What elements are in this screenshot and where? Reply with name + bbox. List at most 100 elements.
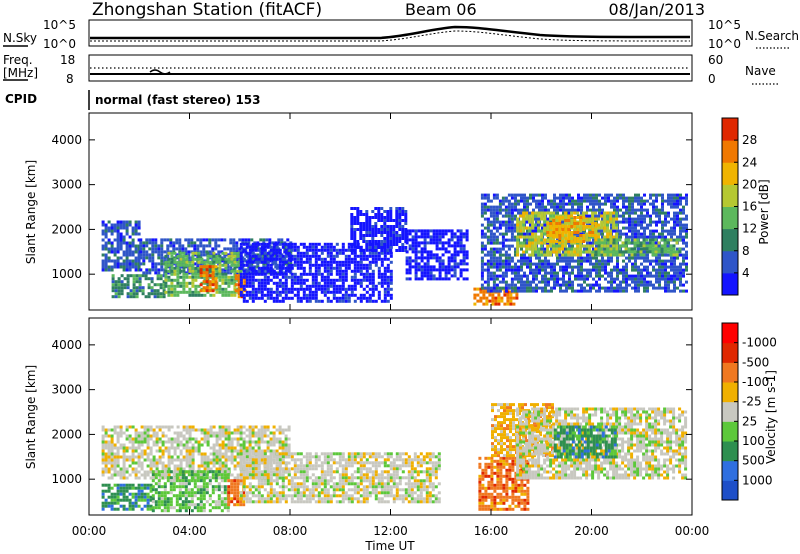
data-cell-0-10 — [489, 199, 493, 203]
data-cell-0-10 — [553, 202, 556, 206]
data-cell-0-10 — [655, 262, 658, 266]
data-cell-0-6 — [251, 293, 255, 297]
data-cell-1-0 — [149, 437, 153, 441]
data-cell-0-11 — [519, 214, 523, 218]
data-cell-0-1 — [162, 286, 166, 290]
data-cell-0-11 — [555, 247, 559, 251]
data-cell-0-10 — [598, 262, 601, 266]
data-cell-1-0 — [173, 458, 177, 462]
data-cell-0-10 — [495, 250, 499, 254]
data-cell-1-0 — [131, 452, 135, 456]
data-cell-0-10 — [628, 229, 631, 233]
data-cell-0-0 — [137, 259, 141, 263]
data-cell-0-10 — [568, 256, 571, 260]
data-cell-0-11 — [552, 214, 556, 218]
data-cell-0-1 — [156, 289, 160, 293]
data-cell-0-2 — [145, 253, 149, 257]
data-cell-0-6 — [350, 290, 354, 294]
data-cell-0-10 — [532, 268, 535, 272]
data-cell-0-10 — [637, 286, 640, 290]
data-cell-0-10 — [529, 256, 532, 260]
data-cell-1-0 — [158, 446, 162, 450]
data-cell-0-10 — [649, 232, 652, 236]
data-cell-0-6 — [305, 272, 309, 276]
data-cell-0-6 — [272, 299, 276, 303]
data-cell-0-6 — [338, 260, 342, 264]
data-cell-0-9 — [482, 296, 486, 300]
data-cell-0-10 — [628, 256, 631, 260]
data-cell-0-7 — [359, 231, 363, 234]
data-cell-0-6 — [281, 290, 285, 294]
data-cell-0-10 — [486, 253, 490, 257]
data-cell-0-6 — [374, 263, 378, 267]
data-cell-0-6 — [248, 296, 252, 300]
data-cell-0-0 — [128, 235, 132, 239]
data-cell-0-10 — [489, 235, 493, 239]
data-cell-1-0 — [104, 461, 108, 465]
data-cell-0-10 — [574, 265, 577, 269]
data-cell-0-10 — [640, 274, 643, 278]
data-cell-0-2 — [196, 244, 200, 248]
data-cell-0-10 — [577, 277, 580, 281]
data-cell-0-10 — [514, 217, 517, 221]
data-cell-0-12 — [573, 216, 577, 219]
data-cell-0-13 — [603, 253, 607, 257]
data-cell-0-6 — [362, 287, 366, 291]
cpid-program: normal (fast stereo) 153 — [95, 93, 261, 107]
data-cell-0-10 — [679, 193, 682, 197]
data-cell-1-0 — [176, 440, 180, 444]
data-cell-0-10 — [495, 205, 499, 209]
data-cell-0-10 — [526, 265, 529, 269]
data-cell-0-8 — [411, 247, 415, 251]
data-cell-0-10 — [577, 271, 580, 275]
data-cell-0-1 — [135, 274, 139, 278]
data-cell-0-8 — [438, 229, 442, 233]
data-cell-1-0 — [101, 428, 105, 432]
data-cell-0-2 — [217, 250, 221, 254]
data-cell-0-6 — [335, 287, 339, 291]
data-cell-0-10 — [523, 238, 526, 242]
data-cell-0-10 — [634, 235, 637, 239]
data-cell-0-7 — [380, 240, 384, 243]
data-cell-1-0 — [110, 461, 114, 465]
data-cell-0-3 — [227, 260, 231, 264]
data-cell-0-6 — [347, 266, 351, 270]
data-cell-0-0 — [125, 241, 129, 245]
data-cell-0-7 — [395, 216, 399, 219]
data-cell-1-0 — [110, 476, 114, 480]
data-cell-0-10 — [486, 205, 490, 209]
data-cell-0-10 — [544, 286, 547, 290]
data-cell-0-12 — [579, 222, 583, 225]
data-cell-1-0 — [110, 455, 114, 459]
data-cell-0-8 — [435, 253, 439, 257]
data-cell-0-0 — [122, 268, 126, 272]
data-cell-0-10 — [489, 259, 493, 263]
data-cell-1-0 — [101, 440, 105, 444]
data-cell-0-2 — [157, 256, 161, 260]
data-cell-0-11 — [555, 253, 559, 257]
data-cell-0-10 — [568, 277, 571, 281]
data-cell-0-10 — [507, 229, 511, 233]
data-cell-0-10 — [574, 259, 577, 263]
data-cell-0-6 — [284, 284, 288, 288]
data-cell-0-10 — [634, 286, 637, 290]
data-cell-0-6 — [326, 260, 330, 264]
data-cell-0-6 — [323, 293, 327, 297]
data-cell-0-6 — [308, 269, 312, 273]
data-cell-0-7 — [377, 213, 381, 216]
data-cell-0-10 — [670, 280, 673, 284]
data-cell-0-8 — [444, 241, 448, 245]
data-cell-0-7 — [401, 243, 405, 246]
data-cell-1-0 — [146, 434, 150, 438]
data-cell-0-10 — [535, 271, 538, 275]
data-cell-0-1 — [156, 292, 160, 296]
data-cell-0-6 — [365, 254, 369, 258]
data-cell-0-12 — [582, 237, 586, 240]
data-cell-1-0 — [137, 437, 141, 441]
data-cell-0-9 — [491, 293, 495, 297]
data-cell-0-10 — [601, 253, 604, 257]
data-cell-0-10 — [517, 199, 520, 203]
data-cell-0-6 — [278, 281, 282, 285]
data-cell-0-6 — [275, 245, 279, 249]
data-cell-1-0 — [104, 455, 108, 459]
